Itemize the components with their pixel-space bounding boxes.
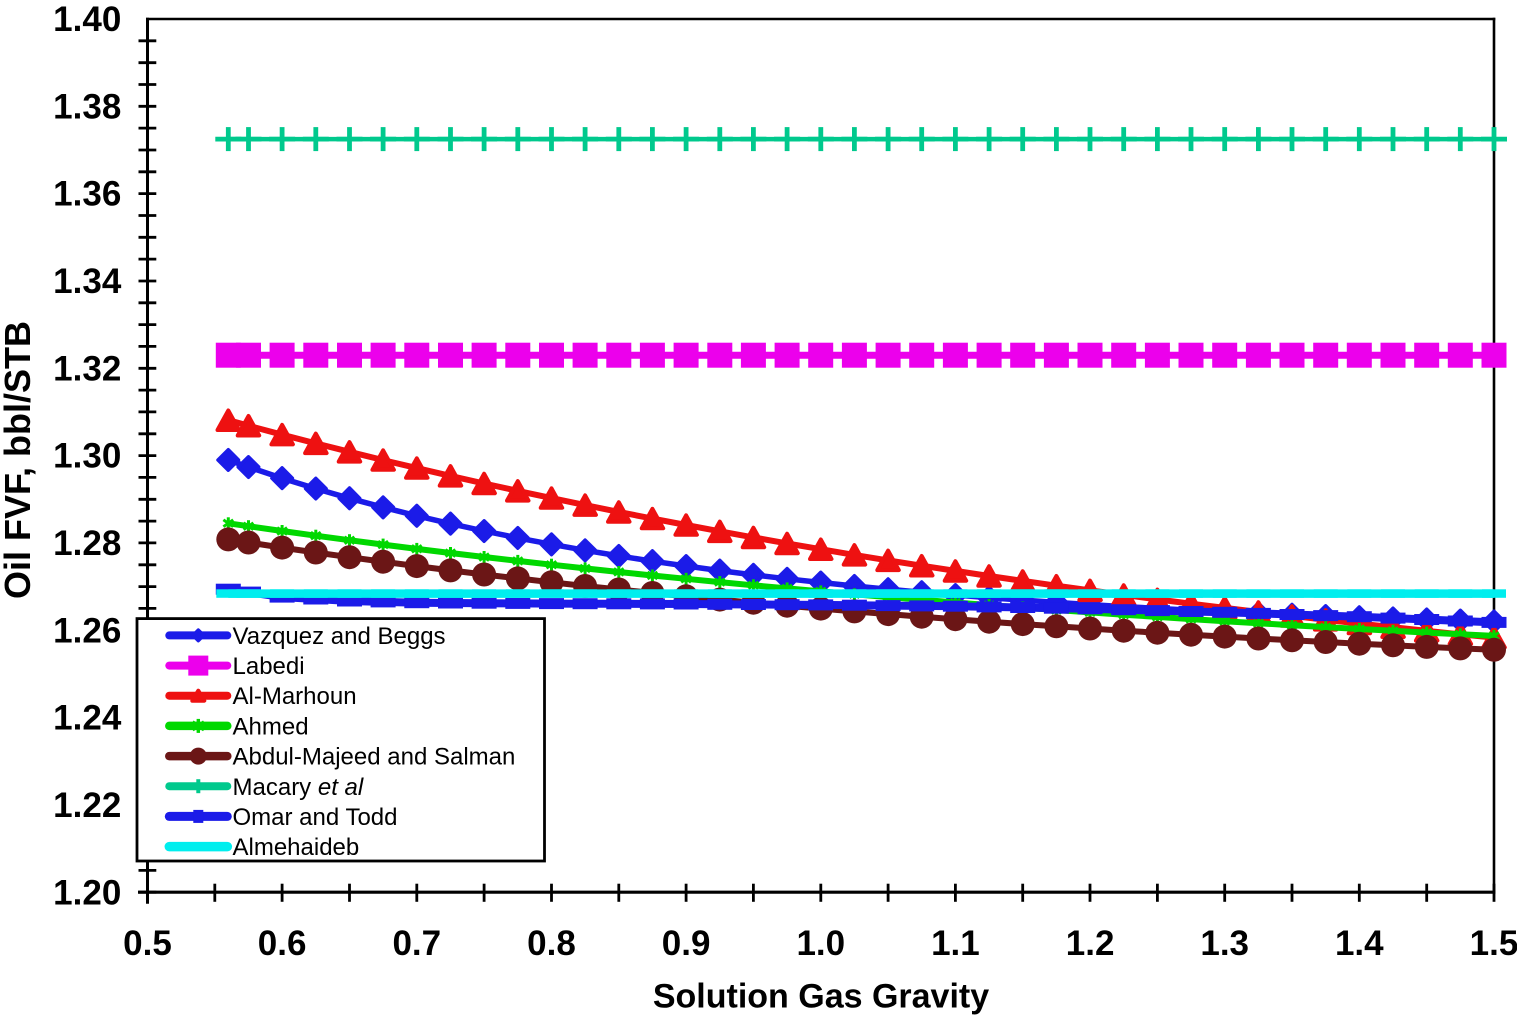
svg-text:1.0: 1.0 [796, 924, 845, 963]
svg-text:Solution Gas Gravity: Solution Gas Gravity [653, 978, 989, 1016]
svg-text:1.26: 1.26 [53, 611, 121, 650]
svg-text:1.1: 1.1 [931, 924, 980, 963]
svg-text:1.20: 1.20 [53, 873, 121, 912]
svg-text:Oil FVF, bbl/STB: Oil FVF, bbl/STB [0, 321, 38, 599]
svg-text:Almehaideb: Almehaideb [233, 834, 360, 861]
svg-text:1.32: 1.32 [53, 349, 121, 388]
svg-text:0.8: 0.8 [527, 924, 576, 963]
svg-text:1.2: 1.2 [1066, 924, 1115, 963]
svg-text:0.7: 0.7 [392, 924, 441, 963]
svg-text:Omar and Todd: Omar and Todd [233, 804, 398, 831]
svg-text:Abdul-Majeed and Salman: Abdul-Majeed and Salman [233, 744, 516, 771]
svg-text:1.3: 1.3 [1200, 924, 1249, 963]
svg-text:1.22: 1.22 [53, 786, 121, 825]
svg-text:1.5: 1.5 [1470, 924, 1517, 963]
svg-text:Labedi: Labedi [233, 653, 305, 680]
svg-text:1.40: 1.40 [53, 0, 121, 39]
svg-text:Al-Marhoun: Al-Marhoun [233, 683, 357, 710]
svg-text:1.4: 1.4 [1335, 924, 1384, 963]
svg-text:Macary et al: Macary et al [233, 774, 364, 801]
svg-text:0.5: 0.5 [123, 924, 172, 963]
svg-text:1.24: 1.24 [53, 699, 122, 738]
svg-text:0.6: 0.6 [258, 924, 307, 963]
svg-text:1.36: 1.36 [53, 175, 121, 214]
svg-text:1.28: 1.28 [53, 524, 121, 563]
svg-text:1.34: 1.34 [53, 262, 122, 301]
svg-text:Vazquez and Beggs: Vazquez and Beggs [233, 623, 446, 650]
svg-text:Ahmed: Ahmed [233, 713, 309, 740]
svg-text:1.30: 1.30 [53, 437, 121, 476]
svg-text:0.9: 0.9 [662, 924, 711, 963]
svg-text:1.38: 1.38 [53, 87, 121, 126]
